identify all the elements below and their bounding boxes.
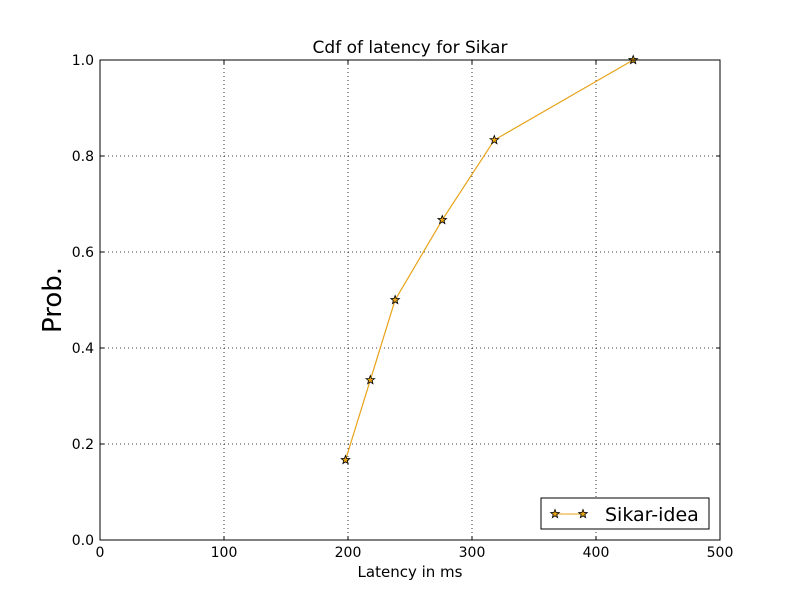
data-point bbox=[364, 374, 376, 385]
series-line-sikar-idea bbox=[344, 59, 634, 461]
y-tick-label: 1.0 bbox=[72, 53, 94, 69]
x-tick-label: 200 bbox=[335, 545, 362, 561]
data-point bbox=[340, 454, 351, 465]
legend-markers bbox=[549, 508, 589, 519]
x-tick-label: 300 bbox=[459, 545, 486, 561]
series-layer bbox=[340, 54, 639, 465]
legend: Sikar-idea bbox=[540, 497, 710, 530]
y-tick-label: 0.2 bbox=[72, 437, 94, 453]
data-point bbox=[436, 214, 448, 225]
data-point bbox=[488, 134, 500, 145]
axis-ticks: 0 100 200 300 400 500 0.0 0.2 0.4 0.6 0.8 1.0 bbox=[72, 53, 734, 561]
y-axis-label: Prob. bbox=[38, 267, 68, 333]
chart-title: Cdf of latency for Sikar bbox=[313, 38, 508, 58]
data-point bbox=[389, 294, 401, 305]
y-tick-label: 0.0 bbox=[72, 533, 94, 549]
x-tick-label: 400 bbox=[583, 545, 610, 561]
legend-label-sikar-idea: Sikar-idea bbox=[605, 504, 699, 526]
y-tick-label: 0.4 bbox=[72, 341, 94, 357]
x-axis-label: Latency in ms bbox=[358, 563, 463, 581]
legend-marker bbox=[577, 508, 589, 519]
grid-lines bbox=[100, 60, 720, 540]
y-tick-label: 0.6 bbox=[72, 245, 94, 261]
x-tick-label: 500 bbox=[707, 545, 734, 561]
plot-frame bbox=[99, 59, 721, 541]
x-tick-label: 0 bbox=[96, 545, 105, 561]
legend-marker bbox=[549, 508, 561, 519]
y-tick-label: 0.8 bbox=[72, 149, 94, 165]
x-tick-label: 100 bbox=[211, 545, 238, 561]
